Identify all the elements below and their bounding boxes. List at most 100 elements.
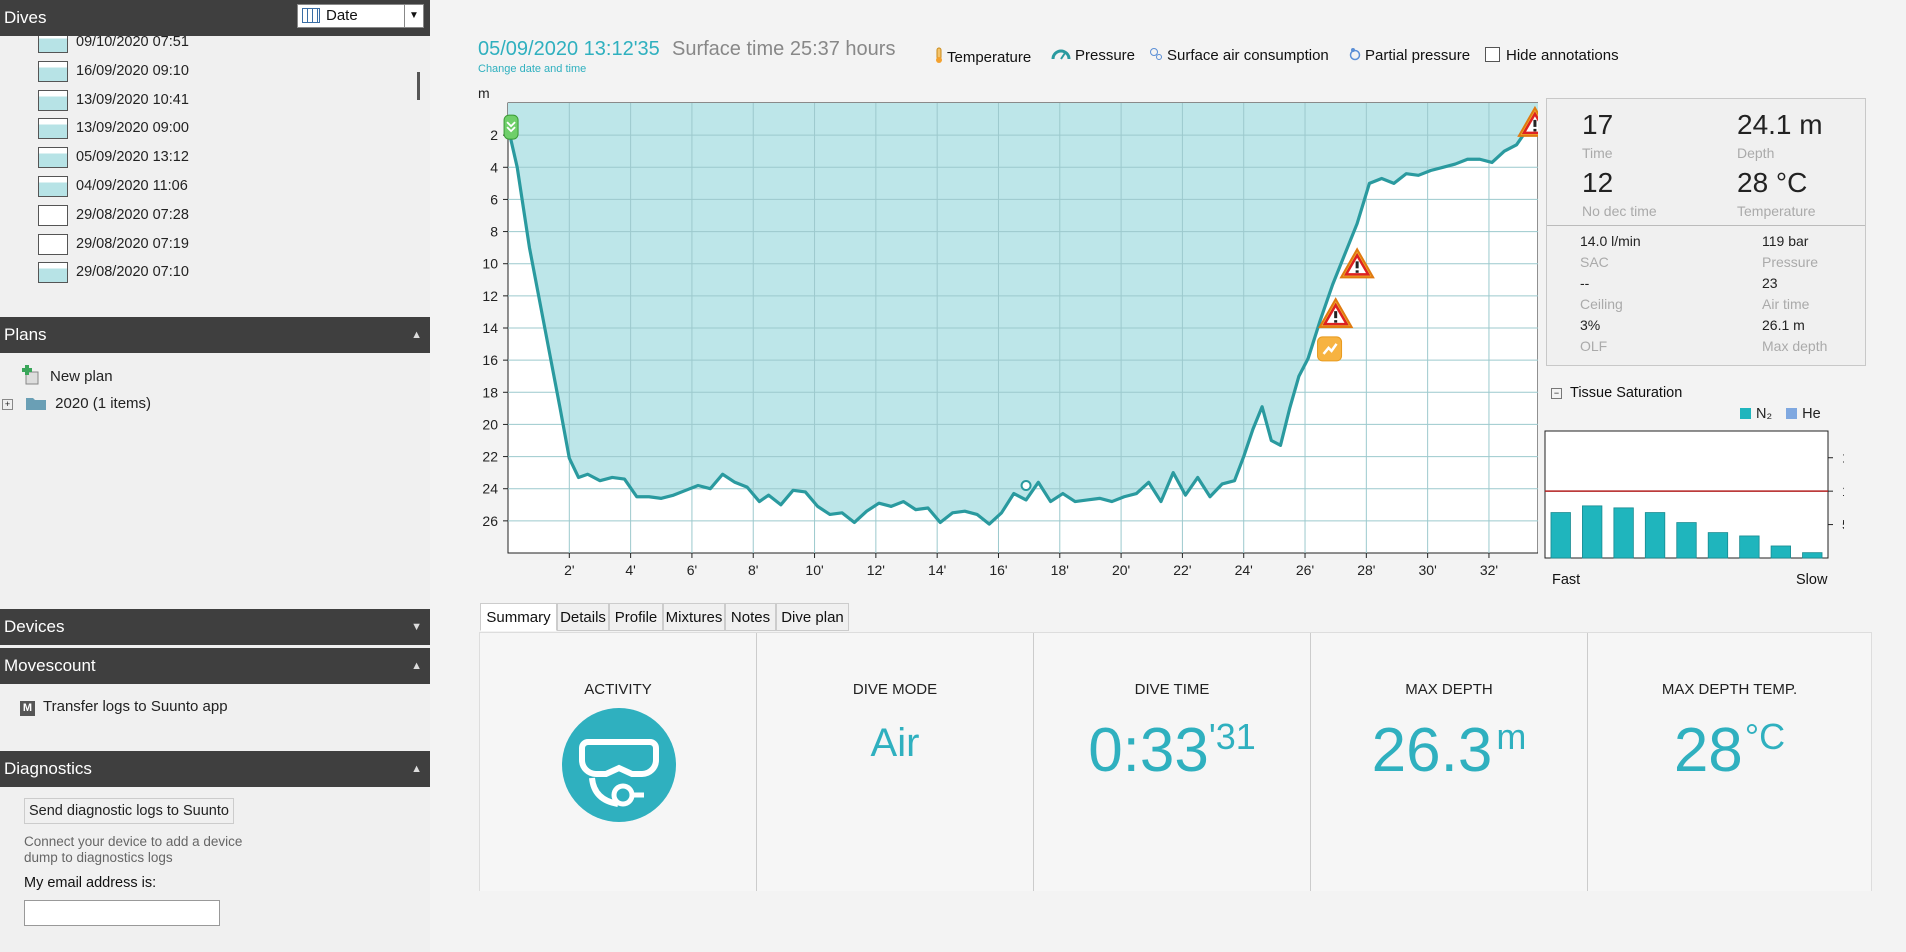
- y-tick-label: 20: [482, 416, 498, 432]
- collapse-arrow-icon[interactable]: ▲: [411, 329, 422, 341]
- dive-thumbnail-icon: [38, 36, 68, 53]
- plans-section-header[interactable]: Plans ▲: [0, 317, 430, 353]
- tab-notes[interactable]: Notes: [725, 603, 776, 631]
- checkbox-icon[interactable]: [1485, 47, 1500, 62]
- x-tick-label: 12': [867, 562, 885, 578]
- chevron-down-icon[interactable]: ▼: [404, 5, 423, 27]
- sac-info-label: SAC: [1580, 254, 1609, 270]
- dive-list: 09/10/2020 07:51 16/09/2020 09:10 13/09/20…: [0, 36, 430, 316]
- y-tick-label: 2: [490, 127, 498, 143]
- diagnostics-section-header[interactable]: Diagnostics ▲: [0, 751, 430, 787]
- movescount-section-header[interactable]: Movescount ▲: [0, 648, 430, 684]
- tissue-n2-bar: [1582, 505, 1603, 559]
- temperature-value: 28 °C: [1737, 167, 1808, 198]
- depth-area: [508, 103, 1538, 525]
- tissue-n2-bar: [1707, 532, 1729, 559]
- max-depth-temp-title: MAX DEPTH TEMP.: [1661, 681, 1798, 698]
- warning-icon[interactable]: [1517, 105, 1538, 137]
- expand-plus-icon[interactable]: +: [2, 399, 13, 410]
- new-plan-label: New plan: [50, 368, 113, 385]
- dive-profile-chart[interactable]: 2' 4' 6' 8' 10' 12' 14' 16' 18' 20' 22' 24' 26' 28' 30…: [476, 86, 1538, 594]
- temperature-toggle[interactable]: Temperature: [935, 47, 1031, 66]
- ceiling-label: Ceiling: [1580, 296, 1623, 312]
- collapse-arrow-icon[interactable]: ▲: [411, 660, 422, 672]
- warning-icon[interactable]: [1317, 297, 1354, 329]
- x-tick-label: 14': [928, 562, 946, 578]
- partial-pressure-icon: [1349, 48, 1361, 61]
- expand-arrow-icon[interactable]: ▼: [411, 621, 422, 633]
- collapse-minus-icon[interactable]: −: [1551, 388, 1562, 399]
- x-tick-label: 26': [1296, 562, 1314, 578]
- scrollbar-thumb[interactable]: [417, 72, 420, 100]
- change-date-link[interactable]: Change date and time: [478, 63, 587, 75]
- scuba-mask-icon: [562, 708, 676, 822]
- plans-header-label: Plans: [4, 325, 47, 344]
- dive-thumbnail-icon: [38, 60, 68, 82]
- tissue-n2-bar: [1802, 552, 1823, 559]
- he-swatch: [1786, 408, 1798, 419]
- olf-label: OLF: [1580, 338, 1608, 354]
- hide-annotations-checkbox[interactable]: Hide annotations: [1485, 47, 1619, 64]
- x-tick-label: 2': [564, 562, 574, 578]
- dive-list-scrollbar[interactable]: [408, 36, 430, 316]
- time-value: 17: [1582, 109, 1614, 140]
- dive-thumbnail-icon: [38, 233, 68, 255]
- collapse-arrow-icon[interactable]: ▲: [411, 763, 422, 775]
- tab-dive-plan[interactable]: Dive plan: [776, 603, 849, 631]
- y-axis-label: m: [478, 86, 490, 101]
- tab-details[interactable]: Details: [557, 603, 609, 631]
- transfer-logs-label: Transfer logs to Suunto app: [43, 698, 228, 715]
- diagnostics-note: Connect your device to add a device dump…: [24, 834, 242, 866]
- start-marker-icon[interactable]: [503, 114, 519, 140]
- n2-legend-label: N₂: [1756, 406, 1773, 422]
- warning-icon[interactable]: [1339, 247, 1375, 279]
- tab-mixtures[interactable]: Mixtures: [663, 603, 725, 631]
- y-tick-label: 22: [482, 449, 498, 465]
- dive-point-info: 17 Time 24.1 m Depth 12 No dec time 28 °…: [1546, 98, 1866, 366]
- dive-thumbnail-icon: [38, 89, 68, 111]
- dive-mode-value: Air: [870, 721, 920, 765]
- send-diagnostics-button[interactable]: Send diagnostic logs to Suunto: [24, 798, 234, 824]
- dive-mode-title: DIVE MODE: [852, 681, 938, 698]
- dive-thumbnail-icon: [38, 204, 68, 226]
- x-tick-label: 24': [1235, 562, 1253, 578]
- email-field[interactable]: [24, 900, 220, 926]
- bubbles-icon: [1150, 48, 1162, 60]
- movescount-header-label: Movescount: [4, 656, 96, 675]
- thermometer-icon: [936, 47, 942, 63]
- dive-time-title: DIVE TIME: [1134, 681, 1210, 698]
- tissue-saturation-header[interactable]: − Tissue Saturation: [1551, 385, 1682, 401]
- sac-label: Surface air consumption: [1167, 47, 1329, 64]
- sac-toggle[interactable]: Surface air consumption: [1149, 47, 1329, 64]
- y-tick-label: 18: [482, 384, 498, 400]
- tab-summary[interactable]: Summary: [480, 603, 557, 631]
- max-depth-title: MAX DEPTH: [1405, 681, 1493, 698]
- devices-section-header[interactable]: Devices ▼: [0, 609, 430, 645]
- transfer-logs-item[interactable]: M Transfer logs to Suunto app: [20, 698, 228, 716]
- tissue-legend: N₂ He: [1740, 406, 1821, 422]
- dive-list-item-label: 13/09/2020 09:00: [76, 120, 189, 137]
- dive-list-item-label: 29/08/2020 07:19: [76, 235, 189, 252]
- calendar-icon: [302, 8, 320, 23]
- plan-folder-2020[interactable]: + 2020 (1 items): [2, 395, 151, 412]
- x-tick-label: 30': [1419, 562, 1437, 578]
- new-plan-item[interactable]: New plan: [20, 364, 113, 386]
- max-depth-temp-unit: °C: [1744, 716, 1786, 757]
- partial-pressure-toggle[interactable]: Partial pressure: [1349, 47, 1470, 64]
- pressure-toggle[interactable]: Pressure: [1051, 47, 1135, 64]
- dive-profile-svg[interactable]: 2' 4' 6' 8' 10' 12' 14' 16' 18' 20' 22' 24' 26' 28' 30…: [476, 86, 1538, 594]
- y-tick-label: 16: [482, 352, 498, 368]
- dive-mode-card: DIVE MODE Air: [757, 633, 1034, 891]
- dive-list-item-label: 29/08/2020 07:10: [76, 264, 189, 281]
- folder-icon: [26, 398, 47, 410]
- tab-profile[interactable]: Profile: [609, 603, 663, 631]
- dive-time-display: 0:33'31: [1034, 715, 1310, 786]
- olf-value: 3%: [1580, 317, 1601, 333]
- tissue-n2-bar: [1613, 507, 1634, 559]
- y-tick-label: 26: [482, 513, 498, 529]
- event-marker-icon[interactable]: [1317, 336, 1343, 362]
- x-tick-label: 18': [1051, 562, 1069, 578]
- depth-profile-line: [506, 117, 1538, 526]
- dives-sort-select[interactable]: Date ▼: [297, 4, 424, 28]
- dive-thumbnail-icon: [38, 147, 68, 169]
